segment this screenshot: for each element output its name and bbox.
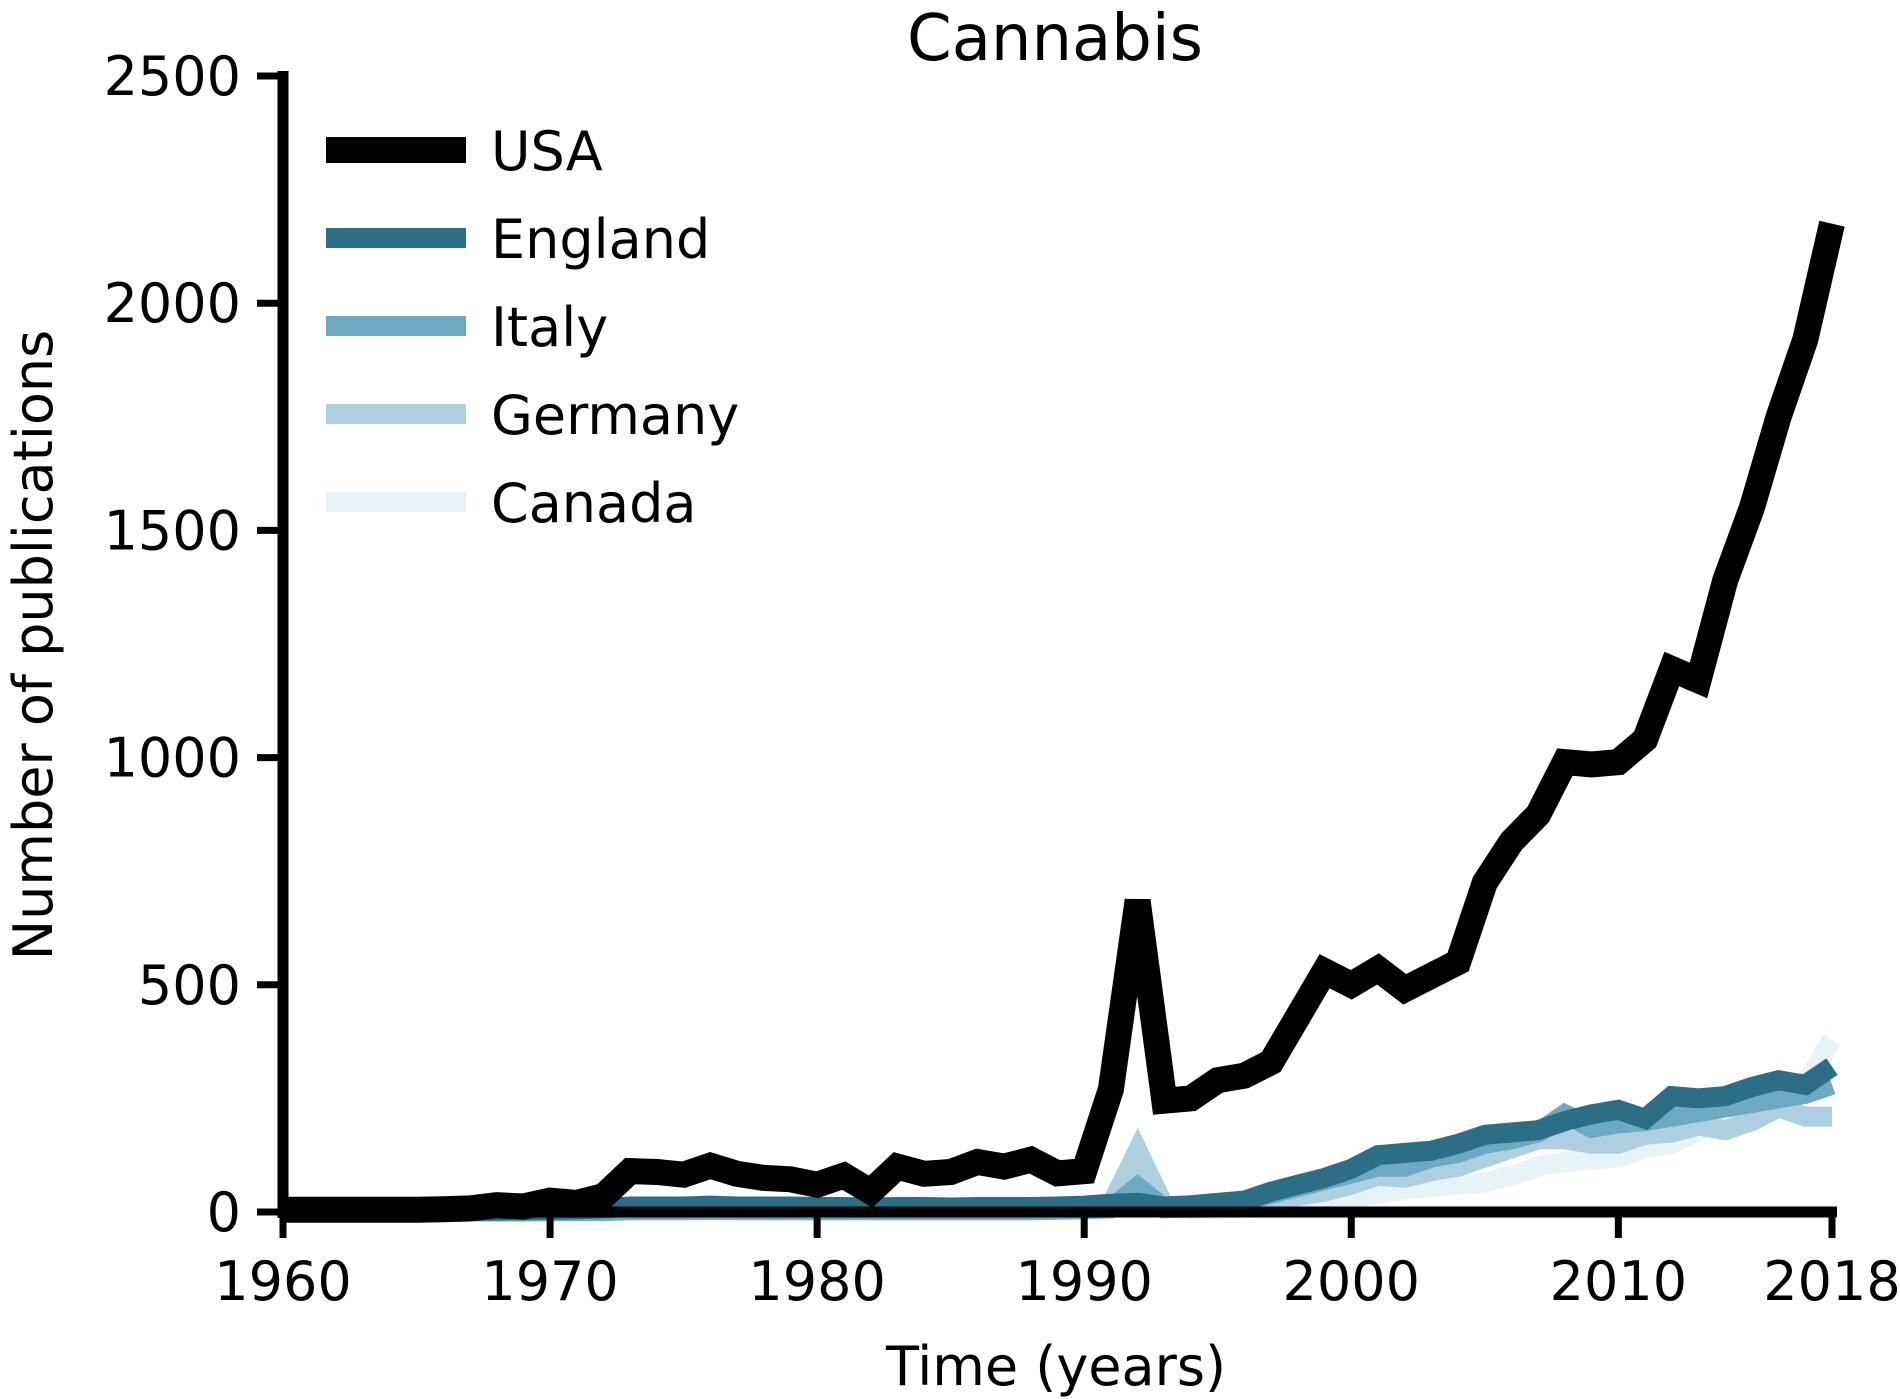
x-axis-label: Time (years) (885, 1335, 1226, 1398)
series-line-usa (283, 220, 1845, 1223)
x-tick-label-1960: 1960 (214, 1250, 351, 1313)
y-tick-label-500: 500 (138, 954, 241, 1017)
x-tick-label-2018: 2018 (1763, 1250, 1900, 1313)
legend-label-usa: USA (491, 120, 603, 183)
x-tick-label-1990: 1990 (1015, 1250, 1152, 1313)
ticks: 0 500 1000 1500 2000 2500 1960 1970 1980 1990 2000… (104, 45, 1900, 1313)
y-tick-label-2000: 2000 (104, 272, 241, 335)
legend-label-canada: Canada (491, 472, 696, 535)
legend-label-england: England (491, 208, 710, 271)
x-tick-label-2010: 2010 (1550, 1250, 1687, 1313)
x-tick-label-1980: 1980 (748, 1250, 885, 1313)
axes (277, 71, 1837, 1218)
y-tick-label-0: 0 (207, 1181, 241, 1244)
y-tick-label-1000: 1000 (104, 727, 241, 790)
legend: USA England Italy Germany Canada (326, 120, 739, 535)
legend-label-germany: Germany (491, 384, 739, 447)
series-layer (283, 220, 1845, 1223)
legend-label-italy: Italy (491, 296, 608, 359)
x-tick-label-1970: 1970 (481, 1250, 618, 1313)
y-axis-label: Number of publications (2, 330, 65, 960)
y-tick-label-1500: 1500 (104, 499, 241, 562)
y-tick-label-2500: 2500 (104, 45, 241, 108)
x-tick-label-2000: 2000 (1283, 1250, 1420, 1313)
chart-title: Cannabis (907, 2, 1203, 76)
